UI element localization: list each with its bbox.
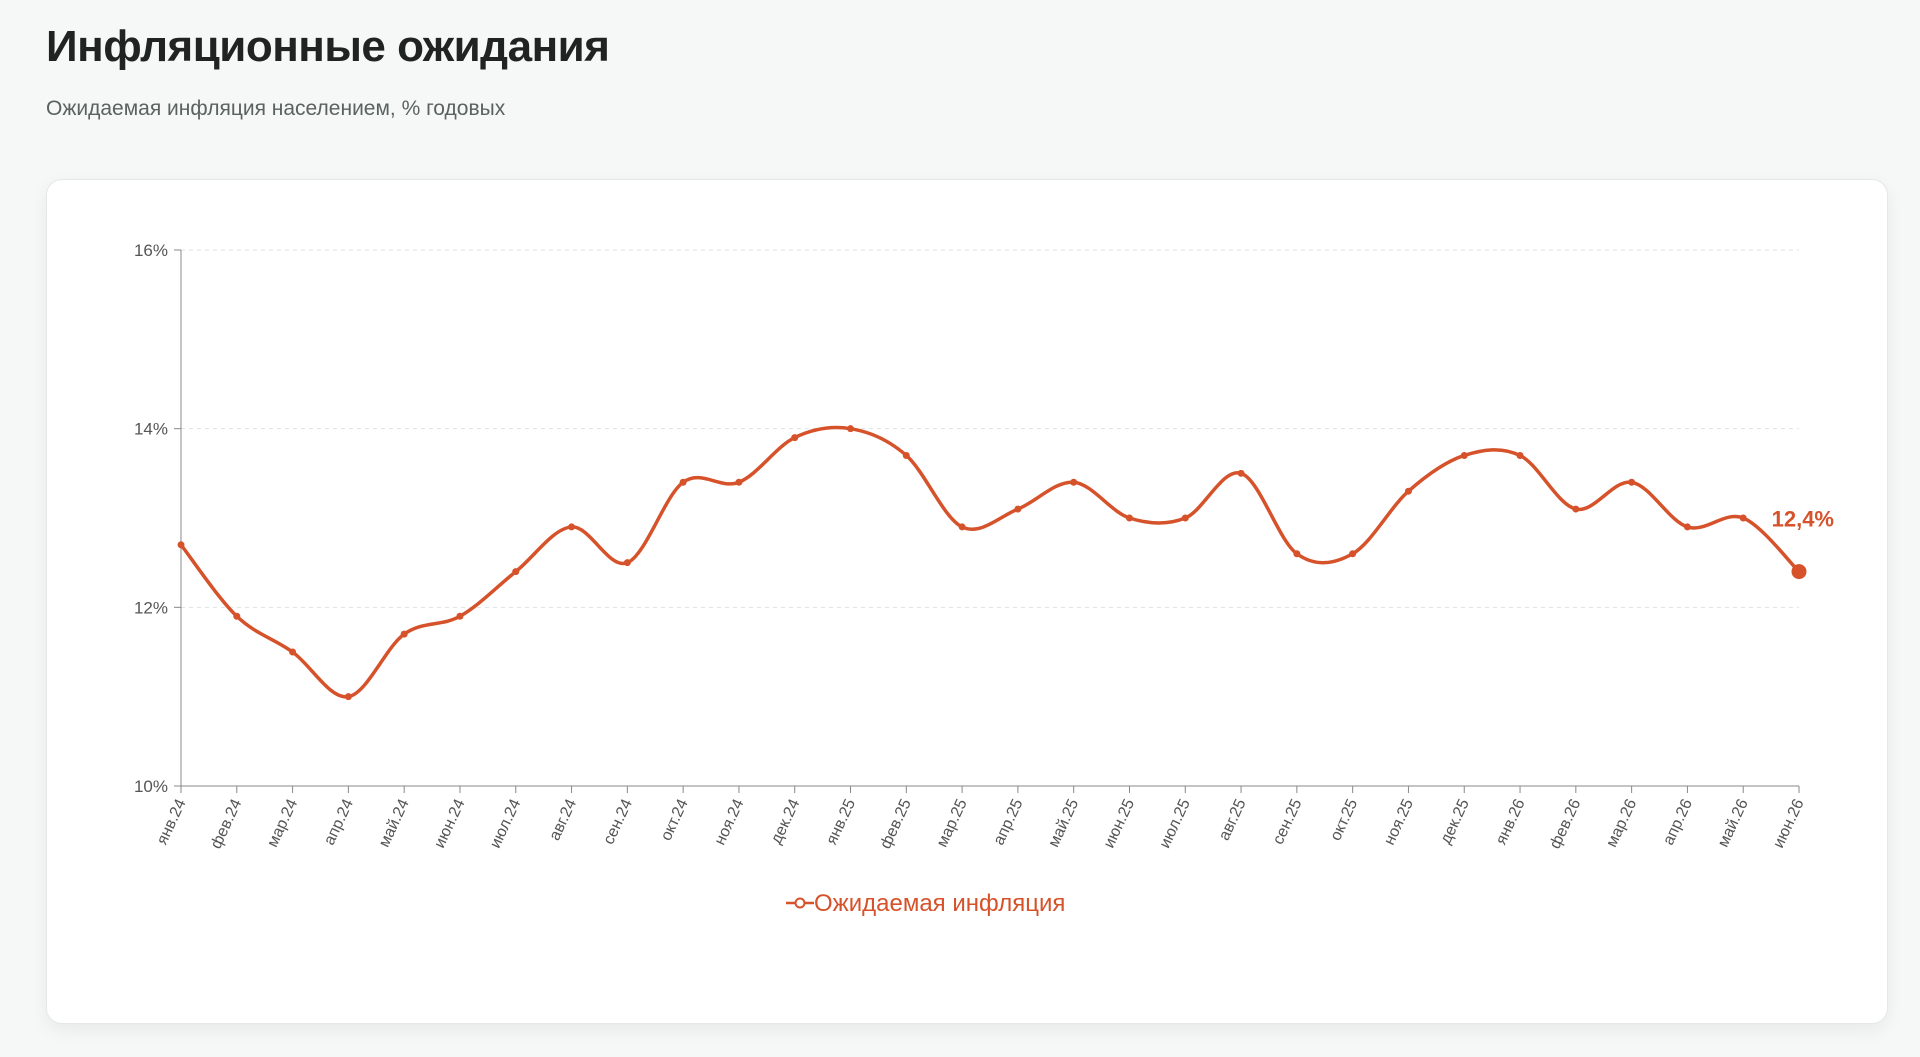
x-tick-label: окт.25 [1327,796,1361,843]
data-point [958,523,966,531]
data-point [512,568,520,576]
data-point [1237,469,1245,477]
chart-card [46,179,1888,1024]
y-tick-label: 14% [134,420,168,439]
data-point [568,523,576,531]
data-point [1070,478,1078,486]
data-point [456,612,464,620]
data-point [1628,478,1636,486]
legend-swatch-dot [794,897,806,909]
x-tick-label: дек.24 [768,796,804,846]
legend-label: Ожидаемая инфляция [814,890,1065,917]
data-point [1739,514,1747,522]
page-subtitle: Ожидаемая инфляция населением, % годовых [46,97,506,120]
data-point [1349,550,1357,558]
data-point [1791,564,1807,580]
data-point [791,434,799,442]
x-tick-label: фев.25 [877,796,915,851]
data-point [1404,487,1412,495]
x-tick-label: июл.25 [1156,796,1193,851]
data-point [344,693,352,701]
data-point [1293,550,1301,558]
data-point [233,612,241,620]
x-tick-label: ноя.25 [1381,796,1417,847]
x-tick-label: апр.25 [991,796,1027,847]
x-tick-label: ноя.24 [712,796,748,847]
data-point [623,559,631,567]
data-point [1181,514,1189,522]
x-tick-label: сен.24 [600,796,636,847]
data-point [1125,514,1133,522]
x-tick-label: авг.24 [546,796,580,843]
x-tick-label: мар.25 [934,796,971,850]
y-tick-label: 16% [134,241,168,260]
x-tick-label: авг.25 [1216,796,1250,843]
data-point [679,478,687,486]
data-point [735,478,743,486]
x-tick-label: окт.24 [658,796,692,843]
page-title: Инфляционные ожидания [46,22,610,71]
data-point [847,425,855,433]
data-point [1460,451,1468,459]
x-tick-label: май.24 [376,796,413,850]
x-tick-label: сен.25 [1270,796,1306,847]
x-tick-label: июн.26 [1770,796,1807,850]
x-tick-label: май.25 [1045,796,1082,850]
x-tick-label: янв.24 [154,796,190,847]
data-point [289,648,297,656]
x-tick-label: фев.24 [208,796,246,851]
x-tick-label: апр.26 [1660,796,1696,847]
x-tick-label: фев.26 [1547,796,1585,851]
data-point [1683,523,1691,531]
series-line [179,425,1801,699]
x-tick-label: янв.25 [823,796,859,847]
x-tick-label: мар.26 [1603,796,1640,850]
x-tick-label: апр.24 [321,796,357,847]
x-tick-label: янв.26 [1493,796,1529,847]
data-point [400,630,408,638]
data-label: 12,4% [1772,507,1834,532]
y-tick-label: 10% [134,777,168,796]
x-tick-label: май.26 [1715,796,1752,850]
data-point [1014,505,1022,513]
data-point [177,541,185,549]
data-point [902,451,910,459]
x-tick-label: июн.24 [431,796,468,850]
data-point [1516,451,1524,459]
x-tick-label: июл.24 [487,796,524,851]
x-tick-label: июн.25 [1101,796,1138,850]
data-point [1572,505,1580,513]
y-tick-label: 12% [134,598,168,617]
x-tick-label: дек.25 [1437,796,1473,846]
x-tick-label: мар.24 [264,796,301,850]
